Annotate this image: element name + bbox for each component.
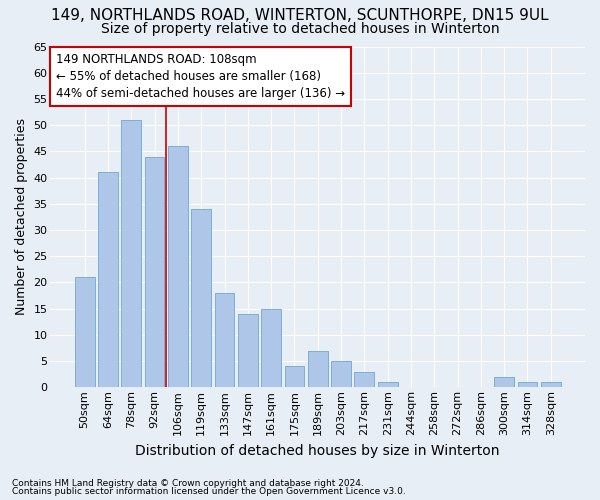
Bar [284,366,304,388]
Bar [494,377,514,388]
Bar [518,382,538,388]
Bar [75,277,95,388]
Bar [145,156,164,388]
Text: 149, NORTHLANDS ROAD, WINTERTON, SCUNTHORPE, DN15 9UL: 149, NORTHLANDS ROAD, WINTERTON, SCUNTHO… [51,8,549,22]
Bar [355,372,374,388]
Text: Contains public sector information licensed under the Open Government Licence v3: Contains public sector information licen… [12,487,406,496]
Bar [261,308,281,388]
Bar [308,350,328,388]
Text: Contains HM Land Registry data © Crown copyright and database right 2024.: Contains HM Land Registry data © Crown c… [12,478,364,488]
Bar [98,172,118,388]
Y-axis label: Number of detached properties: Number of detached properties [15,118,28,316]
Text: 149 NORTHLANDS ROAD: 108sqm
← 55% of detached houses are smaller (168)
44% of se: 149 NORTHLANDS ROAD: 108sqm ← 55% of det… [56,54,345,100]
Bar [191,209,211,388]
Bar [215,293,235,388]
Bar [168,146,188,388]
Bar [121,120,141,388]
Text: Size of property relative to detached houses in Winterton: Size of property relative to detached ho… [101,22,499,36]
Bar [541,382,561,388]
Bar [331,361,351,388]
Bar [378,382,398,388]
X-axis label: Distribution of detached houses by size in Winterton: Distribution of detached houses by size … [136,444,500,458]
Bar [238,314,258,388]
